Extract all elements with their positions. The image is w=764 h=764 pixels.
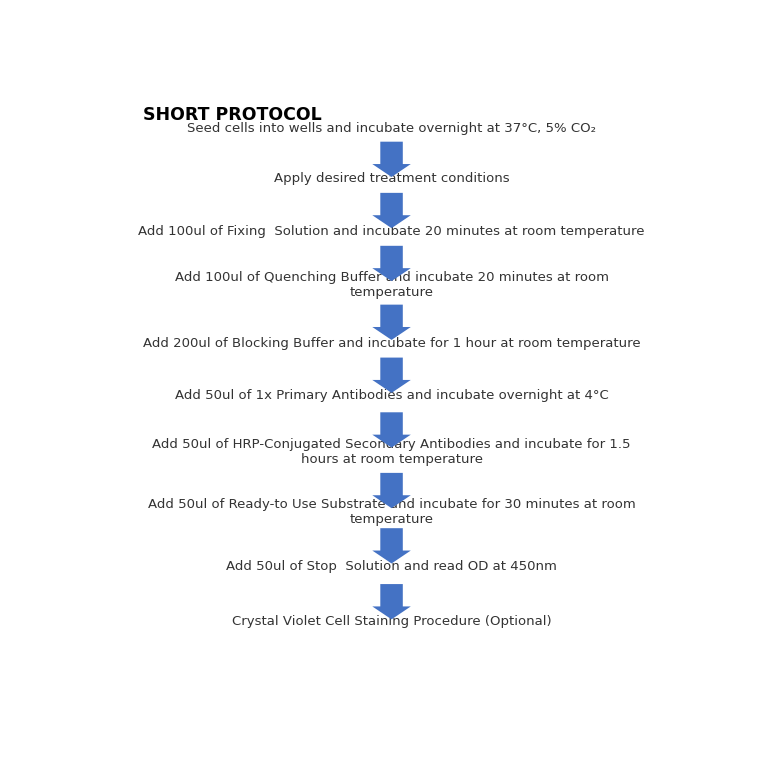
Text: Add 50ul of HRP-Conjugated Secondary Antibodies and incubate for 1.5
hours at ro: Add 50ul of HRP-Conjugated Secondary Ant…: [152, 438, 631, 466]
Polygon shape: [372, 305, 411, 340]
Text: Add 50ul of Ready-to Use Substrate and incubate for 30 minutes at room
temperatu: Add 50ul of Ready-to Use Substrate and i…: [147, 498, 636, 526]
Polygon shape: [372, 413, 411, 448]
Text: Apply des​ired treatment conditions: Apply des​ired treatment conditions: [274, 172, 510, 185]
Polygon shape: [372, 358, 411, 393]
Polygon shape: [372, 193, 411, 228]
Text: Add 50ul of 1x Primary Antibodies and incubate overnight at 4°C: Add 50ul of 1x Primary Antibodies and in…: [175, 389, 608, 402]
Polygon shape: [372, 584, 411, 620]
Text: SHORT PROTOCOL: SHORT PROTOCOL: [143, 106, 322, 125]
Polygon shape: [372, 246, 411, 281]
Text: Crystal Violet Cell Staining Procedure (Optional): Crystal Violet Cell Staining Procedure (…: [231, 614, 552, 628]
Text: Add 100ul of Fixing  Solution and incubate 20 minutes at room temperature: Add 100ul of Fixing Solution and incubat…: [138, 225, 645, 238]
Polygon shape: [372, 473, 411, 508]
Polygon shape: [372, 141, 411, 177]
Text: Add 50ul of Stop  Solution and read OD at 450nm: Add 50ul of Stop Solution and read OD at…: [226, 560, 557, 573]
Text: Seed cells into wells and incubate overnight at 37°C, 5% CO₂: Seed cells into wells and incubate overn…: [187, 121, 596, 134]
Text: Add 200ul of Blocking Buffer and incubate for 1 hour at room temperature: Add 200ul of Blocking Buffer and incubat…: [143, 337, 640, 350]
Text: Add 100ul of Quenching Buffer and incubate 20 minutes at room
temperature: Add 100ul of Quenching Buffer and incuba…: [174, 270, 609, 299]
Polygon shape: [372, 528, 411, 564]
